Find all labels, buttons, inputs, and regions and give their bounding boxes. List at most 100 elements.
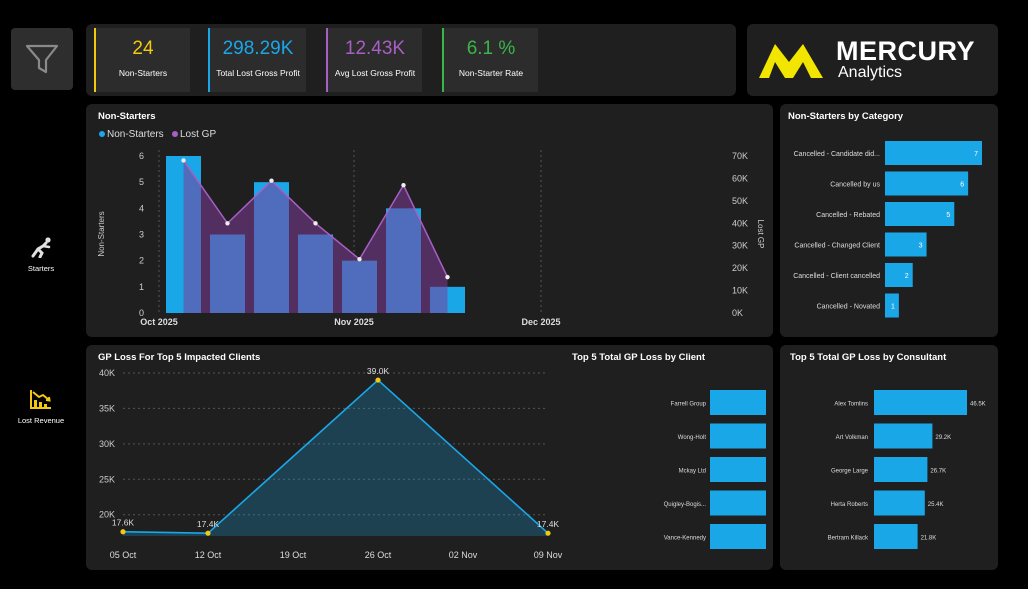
data-label: 7 [974, 151, 978, 158]
category-label: Art Volkman [836, 435, 868, 441]
kpi-label: Avg Lost Gross Profit [334, 68, 416, 78]
lost-gp-point [181, 158, 186, 163]
legend-marker-lost-gp [172, 131, 178, 137]
kpi-label: Total Lost Gross Profit [216, 68, 300, 78]
hbar [710, 524, 766, 549]
category-label: Mckay Ltd [679, 469, 706, 475]
hbar [710, 457, 766, 482]
data-label: 5 [946, 212, 950, 219]
data-label: 46.5K [970, 402, 986, 408]
area-point [375, 377, 381, 383]
y-tick-label: 1 [139, 282, 144, 292]
y-tick-label: 25K [99, 474, 115, 484]
hbar [710, 490, 766, 516]
logo-panel [747, 24, 998, 96]
logo-name: MERCURY [836, 36, 976, 66]
hbar [885, 263, 913, 287]
area-point [205, 530, 211, 536]
non-starters-panel: Non-Starters Non-Starters Lost GP 0 1 2 3 4 5 6 0… [86, 104, 773, 337]
y-tick-label: 35K [99, 403, 115, 413]
nav-starters-label: Starters [27, 264, 55, 273]
hbar [874, 490, 925, 516]
category-label: Cancelled - Candidate did... [794, 151, 880, 158]
x-tick-label: Nov 2025 [334, 317, 374, 327]
x-tick-label: 19 Oct [280, 550, 307, 560]
nav-starters[interactable]: Starters [10, 236, 72, 273]
nav-lost-revenue[interactable]: Lost Revenue [10, 388, 72, 425]
non-starters-title: Non-Starters [98, 111, 156, 122]
hbar [885, 202, 955, 226]
data-label: 25.4K [928, 502, 944, 508]
category-label: Vance-Kennedy [664, 536, 706, 542]
y-tick-label: 20K [99, 510, 115, 520]
consultant-panel: Top 5 Total GP Loss by Consultant Alex T… [780, 345, 998, 570]
lost-gp-point [357, 256, 362, 262]
category-label: Cancelled - Novated [817, 304, 881, 311]
y2-tick-label: 0K [732, 308, 743, 318]
hbar [885, 141, 982, 165]
area-point [120, 529, 126, 535]
lost-gp-point [225, 221, 230, 226]
category-label: Bertram Killack [828, 536, 869, 542]
category-label: Alex Tomlins [834, 402, 868, 408]
lost-gp-point [269, 178, 274, 183]
gp-loss-panel: GP Loss For Top 5 Impacted Clients 20K 25… [86, 345, 773, 570]
filter-button[interactable] [11, 28, 73, 90]
x-tick-label: 09 Nov [534, 550, 563, 560]
area-fill [123, 380, 548, 536]
x-tick-label: Dec 2025 [521, 317, 560, 327]
y-tick-label: 5 [139, 177, 144, 187]
area-line [122, 379, 549, 534]
area-point [545, 530, 551, 536]
x-tick-label: 12 Oct [195, 550, 222, 560]
y2-tick-label: 70K [732, 151, 748, 161]
category-label: Cancelled by us [830, 182, 880, 189]
client-title: Top 5 Total GP Loss by Client [572, 352, 706, 363]
y-tick-label: 3 [139, 230, 144, 240]
kpi-value: 12.43K [344, 38, 406, 59]
data-label: 2 [905, 273, 909, 280]
category-panel: Non-Starters by Category Cancelled - Can… [780, 104, 998, 337]
gp-loss-title: GP Loss For Top 5 Impacted Clients [98, 352, 261, 363]
category-label: George Large [831, 469, 869, 475]
data-label: 26.7K [930, 469, 946, 475]
lost-gp-point [313, 221, 318, 226]
data-label: 29.2K [935, 435, 951, 441]
x-tick-label: Oct 2025 [140, 317, 178, 327]
consultant-chart: Alex Tomlins 46.5K Art Volkman 29.2K George … [828, 390, 986, 549]
x-tick-label: 26 Oct [365, 550, 392, 560]
y2-axis-title: Lost GP [756, 220, 765, 249]
y-tick-label: 6 [139, 151, 144, 161]
runner-start-icon [31, 237, 51, 258]
y-tick-label: 40K [99, 368, 115, 378]
area-data-label: 17.4K [197, 519, 220, 529]
x-tick-label: 02 Nov [449, 550, 478, 560]
hbar [874, 524, 918, 549]
y-tick-label: 4 [139, 203, 144, 213]
y2-tick-label: 20K [732, 263, 748, 273]
lost-gp-point [445, 274, 450, 280]
chart-down-icon [30, 390, 51, 409]
category-label: Cancelled - Client cancelled [793, 273, 880, 280]
data-label: 1 [891, 304, 895, 311]
x-tick-label: 05 Oct [110, 550, 137, 560]
data-label: 3 [919, 243, 923, 250]
mercury-logo-mark [759, 44, 823, 78]
hbar [710, 423, 766, 449]
lost-gp-area [183, 160, 448, 313]
area-data-label: 17.6K [112, 518, 135, 528]
hbar [885, 293, 899, 318]
category-label: Farrell Group [671, 402, 707, 408]
hbar [874, 457, 928, 482]
hbar [710, 390, 766, 415]
gp-loss-area-chart: 20K 25K 30K 35K 40K 05 Oct 12 Oct 19 Oct 26 Oct 0… [99, 366, 563, 560]
category-chart: Cancelled - Candidate did... 7 Cancelled b… [793, 141, 982, 318]
y-tick-label: 0 [139, 308, 144, 318]
nav-lost-revenue-label: Lost Revenue [17, 416, 65, 425]
category-label: Wong-Holt [678, 435, 707, 441]
y2-tick-label: 50K [732, 196, 748, 206]
kpi-card: 298.29K Total Lost Gross Profit [208, 28, 306, 92]
lost-gp-point [401, 182, 406, 188]
area-data-label: 39.0K [367, 366, 390, 376]
category-label: Quigley-Bogis... [664, 502, 707, 508]
